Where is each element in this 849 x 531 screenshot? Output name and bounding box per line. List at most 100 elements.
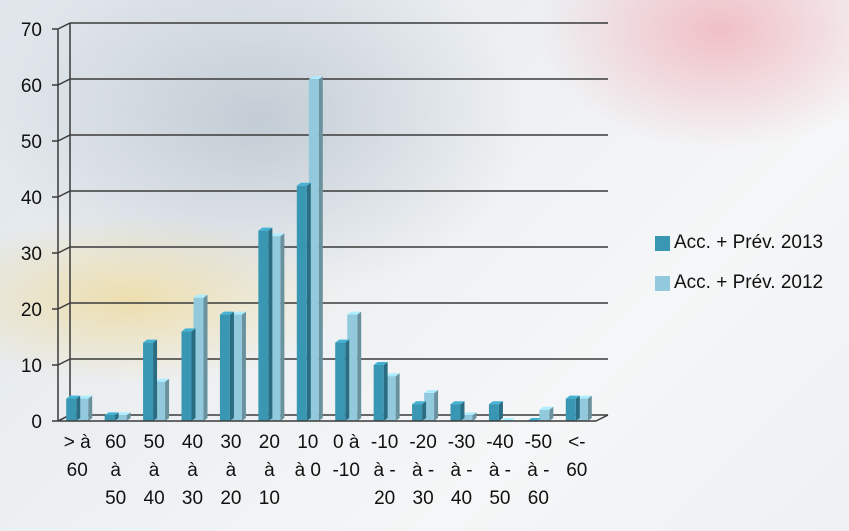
bar-side [472,412,477,421]
bar-front [450,404,461,421]
bar-top [181,328,196,332]
legend-label-2012: Acc. + Prév. 2012 [674,272,824,293]
bar-2012 [539,406,554,421]
bar-front [539,409,550,421]
bar-side [422,401,427,421]
bar-2012 [155,378,170,421]
x-tick-label: > à 60 [64,432,91,481]
bar-front [347,314,358,421]
bar-front [373,365,384,421]
bar-front [577,398,588,421]
gridline-depth [57,358,71,366]
bar-top [219,311,234,315]
bar-top [488,401,503,405]
bar-side [165,378,170,421]
bar-front [385,376,396,421]
x-axis-depth-line [595,414,609,422]
x-tick-label: -40 à -50 [486,432,513,509]
bar-front [104,415,115,421]
bar-top [193,294,208,298]
bar-top [78,395,93,399]
bar-front [78,398,89,421]
bar-side [229,311,234,421]
bar-side [153,339,158,421]
legend: Acc. + Prév. 2013 Acc. + Prév. 2012 [655,230,823,310]
bar-2013 [565,395,580,421]
bar-front [270,236,281,421]
gridline-depth [57,78,71,86]
bar-top [577,395,592,399]
gridline-depth [57,302,71,310]
bar-top [347,311,362,315]
bar-2013 [66,395,81,421]
x-tick-label: -20 à -30 [409,432,436,509]
bar-front [335,342,346,421]
bar-2012 [270,233,285,421]
bar-front [308,79,319,422]
bar-top [565,395,580,399]
bar-top [424,390,439,393]
x-tick-label: 40 à 30 [182,432,203,509]
bar-front [193,297,204,421]
y-tick-label: 20 [21,300,42,321]
bars [66,76,592,422]
bar-top [385,373,400,377]
x-tick-label: -50 à -60 [525,432,552,509]
bar-side [434,390,439,421]
bar-top [462,412,477,416]
bar-2012 [116,412,131,421]
bar-2013 [181,328,196,421]
bar-2013 [219,311,234,421]
gridline-depth [57,246,71,254]
bar-2013 [373,362,388,421]
y-tick-label: 30 [21,244,42,265]
x-tick-label: -30 à -40 [448,432,475,509]
bar-side [114,412,119,421]
x-tick-label: -10 à -20 [371,432,398,509]
legend-label-2013: Acc. + Prév. 2013 [674,232,824,253]
x-tick-label: 30 à 20 [220,432,241,509]
bar-front [143,342,154,421]
y-tick-label: 0 [31,412,42,433]
bar-2013 [488,401,503,421]
bar-side [88,395,93,421]
bar-top [308,76,323,80]
bar-front [116,415,127,421]
bar-2012 [193,294,208,421]
bar-side [575,395,580,421]
bar-2013 [412,401,427,421]
gridline-depth [57,190,71,198]
x-tick-label: 20 à 10 [259,432,280,509]
bar-top [258,227,273,231]
legend-swatch-2012 [655,275,670,291]
bar-top [270,233,285,237]
bar-side [395,373,400,421]
bar-front [565,398,576,421]
bar-front [155,381,166,421]
bar-2013 [335,339,350,421]
bar-side [587,395,592,421]
bar-2012 [462,412,477,421]
bar-top [104,412,119,416]
bar-front [462,415,473,421]
gridline-depth [57,134,71,142]
bar-top [143,339,158,343]
bar-side [203,294,208,421]
bar-top [155,378,170,382]
bar-side [306,182,311,421]
bar-side [498,401,503,421]
bar-side [318,76,323,422]
bar-side [549,406,554,421]
bar-top [66,395,81,399]
bar-2013 [296,182,311,421]
gridlines [52,22,608,422]
bar-top [116,412,131,416]
bar-top [450,401,465,405]
y-tick-label: 10 [21,356,42,377]
bar-front [488,404,499,421]
legend-swatch-2013 [655,235,670,251]
bar-2012 [424,390,439,421]
bar-side [357,311,362,421]
